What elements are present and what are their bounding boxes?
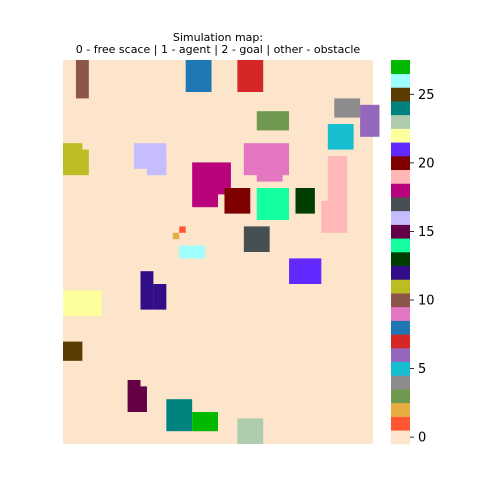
colorbar-swatch bbox=[391, 156, 410, 171]
obstacle-cell bbox=[327, 156, 348, 233]
obstacle-cell bbox=[334, 98, 361, 118]
colorbar-swatch bbox=[391, 334, 410, 349]
colorbar-swatch bbox=[391, 87, 410, 102]
chart-title-line2: 0 - free scace | 1 - agent | 2 - goal | … bbox=[75, 43, 361, 56]
map-area bbox=[63, 60, 380, 444]
obstacle-cell bbox=[75, 60, 89, 99]
obstacle-cell bbox=[185, 60, 212, 92]
obstacle-cell bbox=[237, 418, 264, 444]
colorbar-tick-label: 25 bbox=[418, 88, 435, 103]
colorbar-swatch bbox=[391, 197, 410, 212]
colorbar: 0 5 10 15 20 25 bbox=[391, 60, 435, 446]
colorbar-swatch bbox=[391, 169, 410, 184]
colorbar-swatch bbox=[391, 60, 410, 75]
obstacle-cell bbox=[179, 245, 206, 259]
free-space-background bbox=[63, 60, 373, 444]
colorbar-swatch bbox=[391, 389, 410, 404]
colorbar-tick-label: 5 bbox=[418, 362, 426, 377]
obstacle-cell bbox=[295, 188, 315, 214]
colorbar-swatch bbox=[391, 375, 410, 390]
colorbar-swatch bbox=[391, 279, 410, 294]
obstacle-cell bbox=[63, 143, 83, 176]
obstacle-cell bbox=[243, 226, 270, 252]
colorbar-swatch bbox=[391, 293, 410, 308]
obstacle-cell bbox=[289, 258, 322, 284]
colorbar-swatch bbox=[391, 142, 410, 157]
obstacle-cell bbox=[218, 162, 231, 195]
goal-cell bbox=[172, 232, 180, 240]
obstacle-cell bbox=[237, 60, 264, 92]
colorbar-swatch bbox=[391, 320, 410, 335]
obstacle-cell bbox=[360, 104, 380, 137]
colorbar-swatch bbox=[391, 361, 410, 376]
colorbar-swatch bbox=[391, 238, 410, 253]
obstacle-cell bbox=[166, 399, 193, 432]
obstacle-cell bbox=[192, 412, 218, 432]
colorbar-tick-label: 20 bbox=[418, 156, 435, 171]
obstacle-cell bbox=[256, 168, 283, 182]
obstacle-cell bbox=[192, 162, 218, 208]
colorbar-tick-label: 10 bbox=[418, 294, 435, 309]
obstacle-cell bbox=[224, 188, 251, 214]
colorbar-swatch bbox=[391, 252, 410, 267]
obstacle-cell bbox=[127, 380, 141, 412]
colorbar-swatch bbox=[391, 101, 410, 116]
obstacle-cell bbox=[63, 290, 102, 316]
colorbar-swatch bbox=[391, 183, 410, 198]
obstacle-cell bbox=[256, 188, 290, 220]
obstacle-cell bbox=[153, 284, 167, 310]
obstacle-cell bbox=[82, 149, 89, 176]
obstacle-cell bbox=[146, 156, 167, 176]
chart-title-line1: Simulation map: bbox=[172, 31, 264, 44]
colorbar-tick-label: 15 bbox=[418, 225, 435, 240]
agent-cell bbox=[179, 226, 186, 233]
obstacle-cell bbox=[140, 271, 154, 310]
colorbar-swatch bbox=[391, 430, 410, 445]
obstacle-cell bbox=[140, 386, 147, 412]
colorbar-swatch bbox=[391, 416, 410, 431]
colorbar-tick-label: 0 bbox=[418, 431, 426, 446]
colorbar-swatch bbox=[391, 210, 410, 225]
obstacle-cell bbox=[63, 341, 83, 361]
colorbar-swatch bbox=[391, 265, 410, 280]
colorbar-swatch bbox=[391, 73, 410, 88]
colorbar-swatch bbox=[391, 224, 410, 239]
colorbar-swatch bbox=[391, 306, 410, 321]
colorbar-swatch bbox=[391, 114, 410, 129]
obstacle-cell bbox=[321, 200, 328, 233]
colorbar-swatch bbox=[391, 348, 410, 363]
colorbar-swatch bbox=[391, 402, 410, 417]
obstacle-cell bbox=[327, 124, 354, 150]
obstacle-cell bbox=[256, 111, 290, 131]
colorbar-swatch bbox=[391, 128, 410, 143]
